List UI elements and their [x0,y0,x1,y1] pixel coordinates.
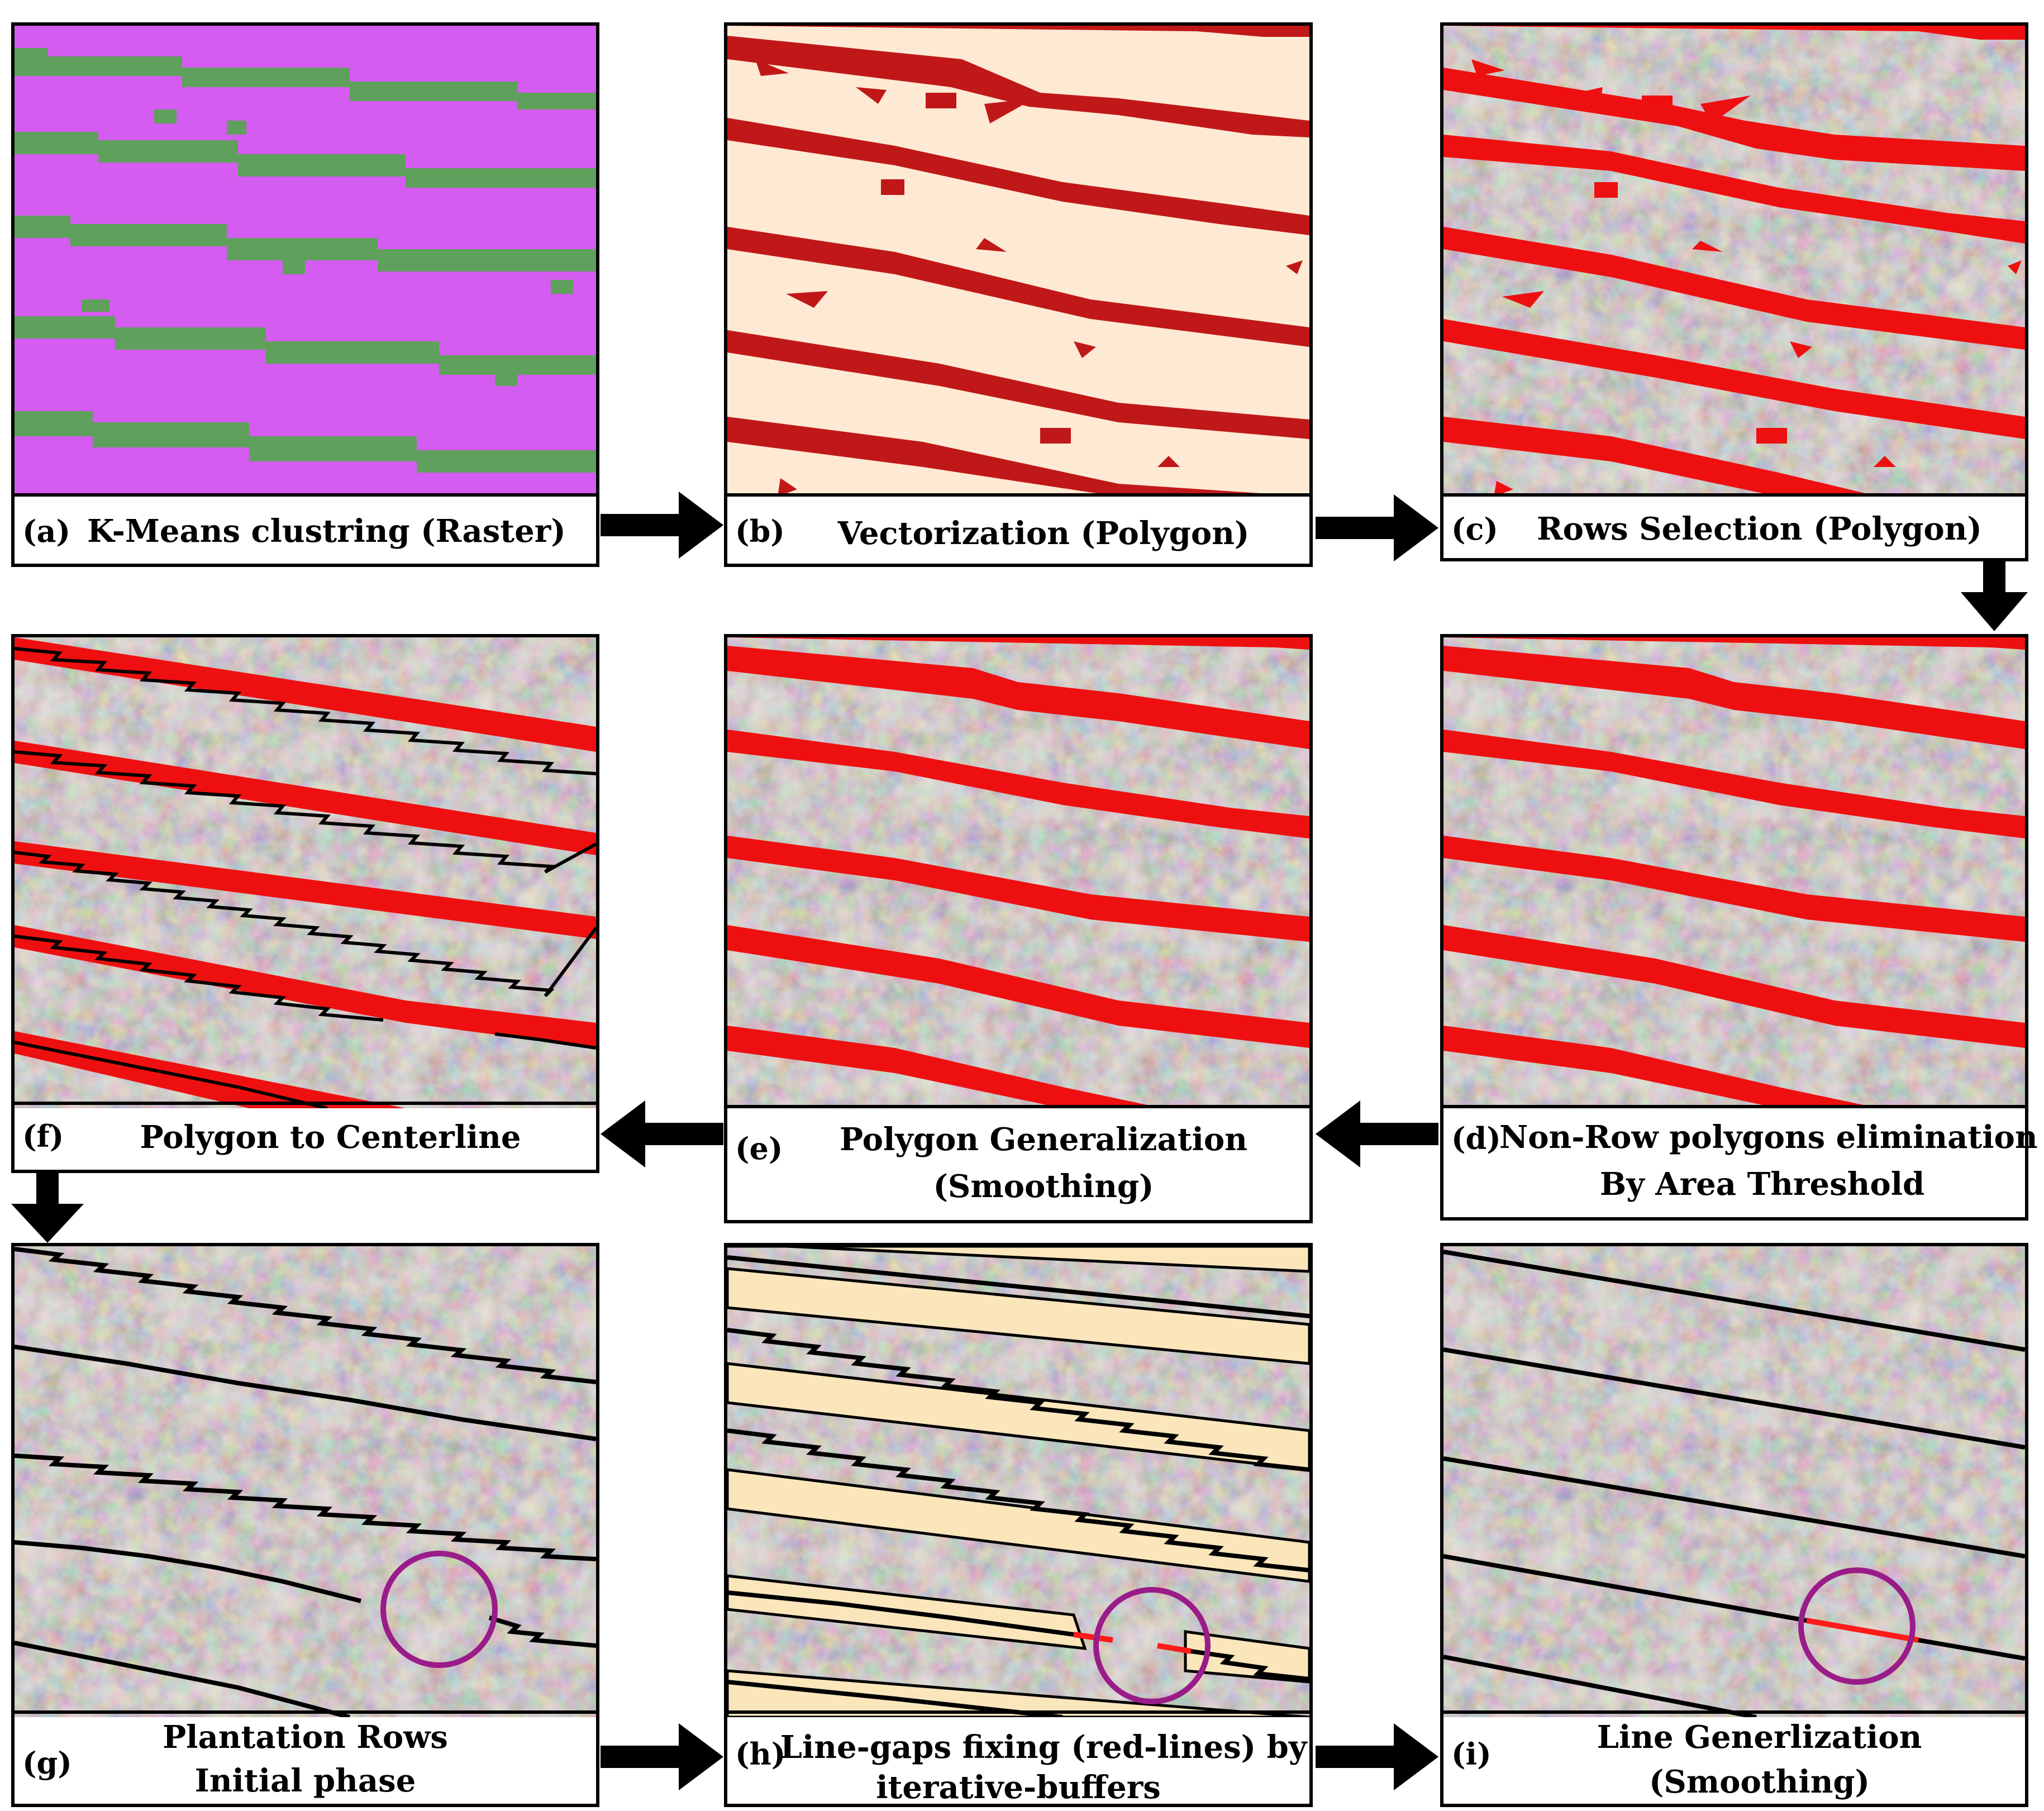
kmeans-raster-image [15,26,596,497]
plantation-rows-image [15,1246,596,1717]
panel-h: (h) Line-gaps fixing (red-lines) by iter… [724,1243,1313,1807]
panel-a: (a) K-Means clustring (Raster) [11,22,599,567]
centerlines [15,647,596,1108]
caption-line: Rows Selection (Polygon) [1537,511,1982,547]
caption-line: K-Means clustring (Raster) [87,513,566,550]
filtered-rows [1443,637,2025,1108]
arrow-c-to-d [1961,561,2028,631]
caption-line: Line Generlization [1597,1719,1922,1756]
line-gaps-image [727,1246,1309,1717]
panel-tag: (d) [1451,1121,1501,1156]
panel-tag: (i) [1451,1736,1492,1772]
caption-e: (e) Polygon Generalization (Smoothing) [727,1105,1309,1220]
gap-circle [380,1551,498,1668]
gap-circle [1798,1567,1916,1685]
vector-rows [727,26,1309,497]
arrow-a-to-b [601,492,723,559]
row-lines [1443,1250,2025,1717]
caption-i: (i) Line Generlization (Smoothing) [1443,1710,2025,1804]
caption-line: iterative-buffers [876,1769,1161,1806]
panel-tag: (e) [735,1131,783,1166]
panel-b: (b) Vectorization (Polygon) [724,22,1313,567]
caption-line: (Smoothing) [933,1168,1154,1205]
vectorization-polygon-image [727,26,1309,497]
arrow-e-to-f [601,1100,723,1167]
caption-b: (b) Vectorization (Polygon) [727,493,1309,564]
polygon-generalization-image [727,637,1309,1108]
line-generalization-image [1443,1246,2025,1717]
panel-tag: (h) [735,1736,786,1772]
caption-line: Vectorization (Polygon) [837,515,1250,552]
gap-fix-line [1806,1618,1919,1643]
caption-line: Polygon to Centerline [140,1119,521,1156]
row-lines [15,1247,596,1717]
panel-d: (d) Non-Row polygons elimination By Area… [1440,634,2038,1221]
panel-tag: (c) [1451,511,1498,547]
caption-line: Non-Row polygons elimination [1499,1119,2038,1156]
caption-c: (c) Rows Selection (Polygon) [1443,493,2025,558]
arrow-b-to-c [1316,494,1438,561]
caption-d: (d) Non-Row polygons elimination By Area… [1443,1105,2038,1217]
caption-line: Plantation Rows [163,1719,448,1756]
area-threshold-image [1443,637,2025,1108]
arrow-g-to-h [601,1723,723,1790]
panel-c: (c) Rows Selection (Polygon) [1440,22,2028,561]
centerline-image [15,637,596,1108]
caption-line: (Smoothing) [1648,1764,1870,1800]
panel-e: (e) Polygon Generalization (Smoothing) [724,634,1313,1223]
selected-rows [1443,26,2025,497]
panel-tag: (g) [22,1745,72,1781]
panel-tag: (a) [22,513,71,549]
cluster-rows [15,48,596,473]
arrow-f-to-g [11,1173,84,1243]
gap-circle [1093,1587,1211,1704]
caption-line: Line-gaps fixing (red-lines) by [780,1729,1307,1766]
caption-line: Polygon Generalization [840,1121,1247,1158]
panel-f: (f) Polygon to Centerline [11,634,599,1173]
caption-g: (g) Plantation Rows Initial phase [15,1710,596,1804]
rows-selection-image [1443,26,2025,497]
panel-i: (i) Line Generlization (Smoothing) [1440,1243,2028,1807]
caption-h: (h) Line-gaps fixing (red-lines) by iter… [727,1710,1309,1806]
panel-g: (g) Plantation Rows Initial phase [11,1243,599,1807]
gap-fix-lines [1073,1632,1192,1654]
arrow-d-to-e [1316,1100,1438,1167]
arrow-h-to-i [1316,1723,1438,1790]
caption-f: (f) Polygon to Centerline [15,1102,596,1170]
panel-tag: (b) [735,513,785,549]
row-polygons [15,637,596,1108]
panel-tag: (f) [22,1118,64,1154]
caption-line: By Area Threshold [1599,1166,1925,1203]
caption-line: Initial phase [194,1762,416,1799]
smoothed-rows [727,637,1309,1108]
caption-a: (a) K-Means clustring (Raster) [15,493,596,564]
